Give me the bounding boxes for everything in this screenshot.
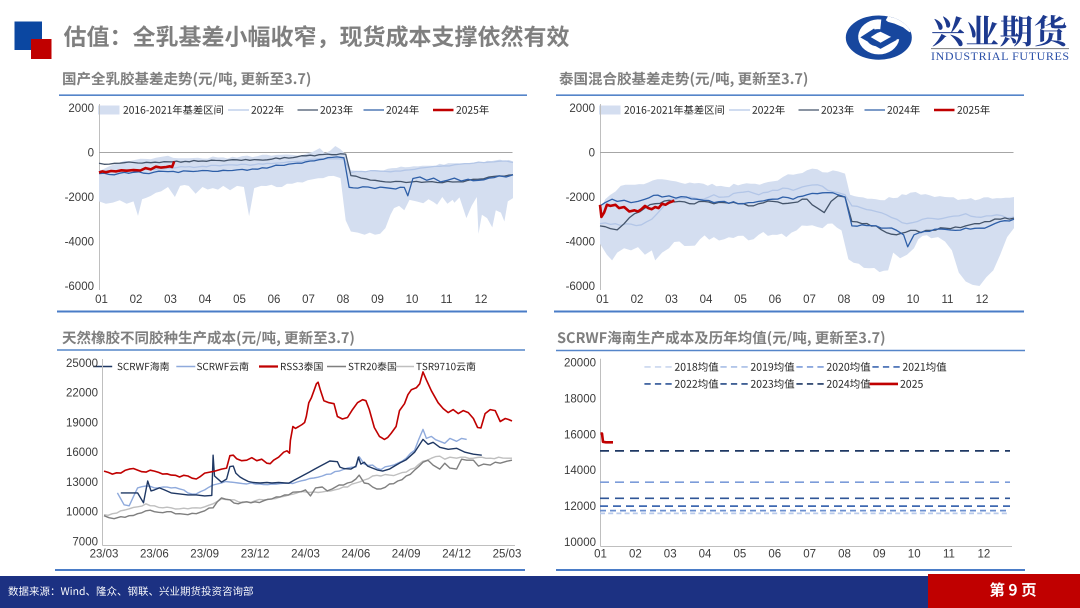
svg-text:24/09: 24/09 [392,549,421,561]
svg-text:10000: 10000 [564,537,596,549]
svg-text:11: 11 [942,294,954,306]
svg-text:0: 0 [589,148,595,160]
svg-text:-2000: -2000 [65,192,94,204]
svg-text:-2000: -2000 [566,192,595,204]
svg-text:05: 05 [734,294,747,306]
svg-text:09: 09 [371,294,384,306]
svg-text:24/12: 24/12 [442,549,471,561]
svg-text:12: 12 [978,549,991,561]
svg-text:04: 04 [699,549,712,561]
svg-text:22000: 22000 [66,388,98,400]
svg-text:10: 10 [907,294,920,306]
svg-text:23/09: 23/09 [190,549,219,561]
svg-text:06: 06 [768,549,781,561]
svg-text:-4000: -4000 [65,237,94,249]
svg-text:02: 02 [629,549,642,561]
svg-text:16000: 16000 [564,429,596,441]
svg-text:11: 11 [441,294,453,306]
svg-text:2000: 2000 [569,103,595,115]
svg-text:-4000: -4000 [566,237,595,249]
svg-text:05: 05 [734,549,747,561]
svg-text:-6000: -6000 [65,281,94,293]
svg-text:07: 07 [302,294,315,306]
svg-text:0: 0 [88,148,94,160]
svg-text:05: 05 [233,294,246,306]
svg-text:INDUSTRIAL FUTURES: INDUSTRIAL FUTURES [931,49,1070,63]
svg-text:23/06: 23/06 [140,549,169,561]
svg-text:25000: 25000 [66,358,98,370]
svg-text:25/03: 25/03 [493,549,522,561]
svg-text:03: 03 [664,549,677,561]
svg-text:04: 04 [199,294,212,306]
svg-text:01: 01 [95,294,108,306]
svg-text:18000: 18000 [564,394,596,406]
svg-text:01: 01 [594,549,607,561]
svg-text:24/06: 24/06 [342,549,371,561]
svg-text:7000: 7000 [72,537,98,549]
svg-text:23/03: 23/03 [90,549,119,561]
svg-text:2000: 2000 [68,103,94,115]
svg-text:14000: 14000 [564,465,596,477]
svg-text:07: 07 [803,549,816,561]
svg-text:02: 02 [631,294,644,306]
svg-text:06: 06 [268,294,281,306]
svg-text:20000: 20000 [564,358,596,370]
svg-text:10000: 10000 [66,507,98,519]
svg-text:03: 03 [164,294,177,306]
svg-text:13000: 13000 [66,477,98,489]
svg-text:24/03: 24/03 [291,549,320,561]
svg-text:06: 06 [769,294,782,306]
svg-text:04: 04 [700,294,713,306]
svg-text:12000: 12000 [564,501,596,513]
svg-text:16000: 16000 [66,447,98,459]
svg-text:19000: 19000 [66,418,98,430]
svg-text:12: 12 [976,294,989,306]
svg-text:10: 10 [406,294,419,306]
svg-text:08: 08 [337,294,350,306]
svg-text:12: 12 [475,294,488,306]
svg-text:02: 02 [130,294,143,306]
svg-text:01: 01 [596,294,609,306]
svg-text:11: 11 [943,549,955,561]
svg-text:-6000: -6000 [566,281,595,293]
svg-text:08: 08 [838,549,851,561]
svg-text:08: 08 [838,294,851,306]
svg-text:10: 10 [908,549,921,561]
svg-text:23/12: 23/12 [241,549,270,561]
svg-text:09: 09 [872,294,885,306]
svg-text:09: 09 [873,549,886,561]
svg-text:07: 07 [803,294,816,306]
svg-text:03: 03 [665,294,678,306]
